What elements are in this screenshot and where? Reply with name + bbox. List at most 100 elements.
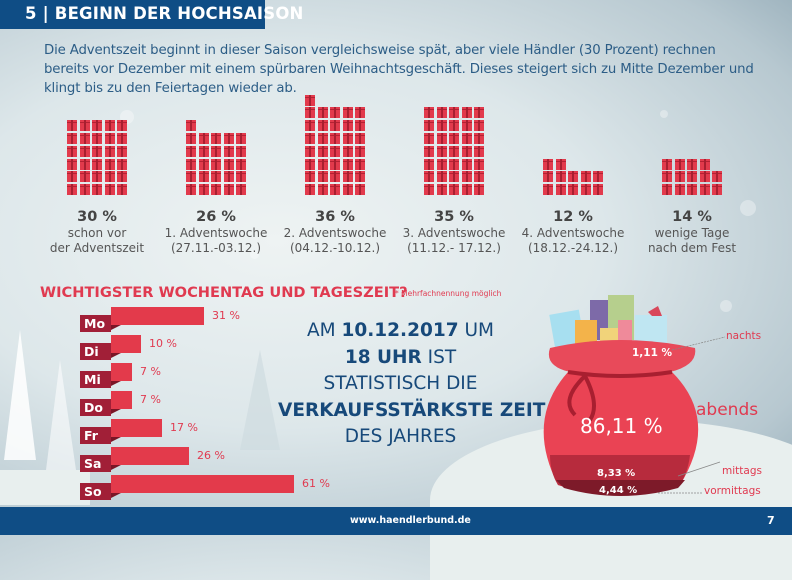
gift-icon — [92, 158, 102, 170]
gift-icon — [342, 184, 353, 196]
gift-icon — [317, 171, 328, 183]
gift-icon — [223, 133, 234, 144]
highlight-line-4: VERKAUFSSTÄRKSTE ZEIT — [278, 398, 545, 425]
gift-icon — [461, 184, 472, 196]
column-label-line-1: 1. Adventswoche — [164, 226, 268, 240]
gift-icon — [330, 107, 340, 119]
gift-icon — [674, 184, 685, 196]
gift-icon — [449, 158, 459, 170]
gift-icon — [568, 184, 578, 196]
footer-website-link[interactable]: www.haendlerbund.de — [350, 515, 471, 526]
label-nachts: nachts — [726, 330, 762, 342]
gift-icon — [211, 171, 221, 183]
highlight-strong: VERKAUFSSTÄRKSTE ZEIT — [278, 399, 546, 421]
gift-icon — [355, 158, 365, 170]
sack-top — [548, 340, 696, 375]
gift-icon — [342, 133, 353, 144]
weekday-bar — [111, 419, 162, 437]
gift-icon — [67, 184, 77, 196]
gift-icon — [543, 184, 553, 196]
gift-icon — [223, 171, 234, 183]
gift-icon — [117, 120, 127, 132]
weekday-bar-fold — [111, 325, 121, 330]
column-label-line-1: schon vor — [67, 226, 127, 240]
gift-icon — [186, 184, 196, 196]
gift-icon — [699, 158, 710, 170]
gift-icon — [67, 171, 77, 183]
gift-icon — [449, 171, 459, 183]
gift-icon — [449, 184, 459, 196]
weekday-value-label: 17 % — [170, 421, 198, 434]
gift-icon — [436, 158, 447, 170]
gift-icon — [117, 145, 127, 157]
highlight-line-1: AM 10.12.2017 UM — [278, 318, 523, 345]
weekday-label: Mo — [80, 315, 111, 332]
gift-icon — [223, 145, 234, 157]
column-percent: 30 % — [77, 209, 117, 225]
value-nachts: 1,11 % — [632, 347, 673, 359]
gift-icon — [79, 158, 90, 170]
gift-icon — [67, 145, 77, 157]
gift-icon — [474, 184, 484, 196]
gift-icon — [342, 120, 353, 132]
gift-icon — [543, 171, 553, 183]
gift-icon — [79, 184, 90, 196]
gift-icon — [330, 171, 340, 183]
gift-icon — [79, 145, 90, 157]
value-mittags: 8,33 % — [597, 468, 636, 479]
gift-icon — [305, 94, 315, 106]
gift-icon — [317, 184, 328, 196]
gift-icon — [198, 184, 209, 196]
snowflake — [720, 300, 732, 312]
column-label-line-1: wenige Tage — [654, 226, 730, 240]
gift-icon — [79, 133, 90, 144]
column-label-line-1: 3. Adventswoche — [402, 226, 506, 240]
gift-icon — [211, 158, 221, 170]
santa-sack-chart — [543, 295, 726, 496]
gift-icon — [461, 171, 472, 183]
gift-icon — [662, 184, 672, 196]
weekday-bar-fold — [111, 493, 121, 498]
gift-icon — [342, 158, 353, 170]
gift-icon — [104, 133, 115, 144]
gift-icon — [436, 107, 447, 119]
weekday-bar-fold — [111, 381, 121, 386]
gift-icon — [104, 120, 115, 132]
gift-icon — [92, 145, 102, 157]
gift-icon — [330, 120, 340, 132]
highlight-text: AM — [307, 320, 342, 341]
section-title: 5 | BEGINN DER HOCHSAISON — [25, 4, 304, 23]
gift-icon — [449, 107, 459, 119]
gift-icon — [436, 120, 447, 132]
highlight-line-5: DES JAHRES — [344, 426, 457, 447]
gift-icon — [474, 120, 484, 132]
pictogram-column-label: 26 % 1. Adventswoche (27.11.-03.12.) — [156, 209, 276, 255]
gift-icon — [330, 133, 340, 144]
gift-icon — [198, 158, 209, 170]
gift-icon — [687, 184, 697, 196]
value-vormittags: 4,44 % — [599, 485, 638, 496]
gift-icon — [474, 171, 484, 183]
gift-icon — [580, 184, 591, 196]
gift-icon — [593, 184, 603, 196]
highlight-date: 10.12.2017 — [341, 320, 459, 341]
weekday-bar — [111, 391, 132, 409]
gift-icon — [92, 184, 102, 196]
label-vormittags: vormittags — [704, 485, 761, 497]
sack-bow — [567, 374, 596, 422]
gift-icon — [436, 171, 447, 183]
gift-icon — [198, 145, 209, 157]
gift-icon — [317, 107, 328, 119]
highlight-text: UM — [458, 320, 494, 341]
weekday-bar — [111, 447, 189, 465]
gift-icon — [342, 107, 353, 119]
pictogram-column-label: 12 % 4. Adventswoche (18.12.-24.12.) — [513, 209, 633, 255]
gift-icon — [186, 120, 196, 132]
gift-icon — [662, 158, 672, 170]
snowflake — [740, 200, 756, 216]
winter-trees-illustration — [0, 330, 90, 505]
leader-line-mittags — [677, 461, 721, 477]
column-percent: 35 % — [434, 209, 474, 225]
gift-icon — [461, 158, 472, 170]
gift-icon — [580, 171, 591, 183]
